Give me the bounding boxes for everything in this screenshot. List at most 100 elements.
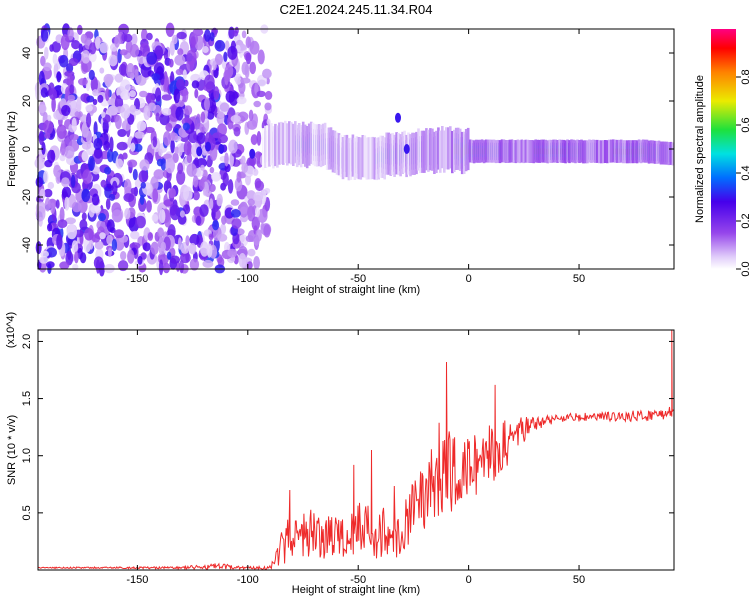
spectrogram-cell <box>35 176 43 188</box>
spectrogram-ridge-cell <box>286 123 289 166</box>
y-tick-label: -20 <box>21 189 33 205</box>
spectrogram-cell <box>134 68 139 81</box>
spectrogram-ridge-cell <box>415 131 418 175</box>
spectrogram-ridge-cell <box>437 127 440 170</box>
spectrogram-ridge-cell <box>371 136 375 180</box>
spectrogram-cell <box>189 258 200 271</box>
spectrogram-cell <box>151 213 159 222</box>
spectrogram-cell <box>135 215 146 229</box>
spectrogram-cell <box>88 240 94 250</box>
spectrogram-cell <box>139 194 145 205</box>
spectrogram-cell <box>209 198 214 210</box>
colorbar-tick-label: 0.8 <box>740 69 750 84</box>
spectrogram-cell <box>251 216 260 231</box>
spectrogram-ridge-cell <box>651 140 655 164</box>
spectrogram-cell <box>43 188 53 198</box>
spectrogram-ridge-cell <box>608 139 611 163</box>
spectrogram-cell <box>157 227 165 238</box>
spectrogram-cell <box>206 243 213 258</box>
spectrogram-cell <box>216 111 225 125</box>
spectrogram-panel: -150 -100 -50 0 50 -40 -20 0 20 40 Height of str… <box>6 22 675 296</box>
spectrogram-cell <box>43 170 49 184</box>
spectrogram-ridge-cell <box>574 140 577 164</box>
y-tick-label: 0.5 <box>21 505 33 520</box>
spectrogram-cell <box>231 218 242 229</box>
spectrogram-cell <box>192 175 199 188</box>
spectrogram-ridge-cell <box>411 132 414 175</box>
spectrogram-cell <box>92 98 98 106</box>
spectrogram-cell <box>111 238 118 252</box>
spectrogram-cell <box>129 242 141 250</box>
spectrogram-ridge-cell <box>504 140 508 163</box>
spectrogram-cell <box>86 130 93 145</box>
spectrogram-cell <box>183 186 193 202</box>
spectrogram-cell <box>173 88 180 104</box>
spectrogram-ridge-cell <box>447 127 450 170</box>
spectrogram-ridge-cell <box>439 130 442 173</box>
x-tick-label: -50 <box>350 273 366 285</box>
spectrogram-ridge-cell <box>423 130 426 173</box>
spectrogram-ridge-cell <box>451 131 454 174</box>
y-tick-label: 40 <box>21 47 33 59</box>
spectrogram-cell <box>88 69 95 81</box>
spectrogram-cell <box>44 46 49 60</box>
spectrogram-cell <box>134 131 145 139</box>
spectrogram-ridge-cell <box>337 133 341 176</box>
snr-x-label: Height of straight line (km) <box>292 584 420 596</box>
spectrogram-cell <box>139 159 150 171</box>
spectrogram-ridge-cell <box>294 121 297 164</box>
spectrogram-ridge-cell <box>307 123 311 166</box>
spectrogram-cell <box>118 63 127 76</box>
spectrogram-ridge-cell <box>397 132 400 176</box>
spectrogram-cell <box>106 219 115 233</box>
spectrogram-ridge-cell <box>516 139 520 163</box>
spectrogram-ridge-cell <box>443 130 446 173</box>
snr-y-ticks: 0.5 1.0 1.5 2.0 <box>21 334 674 521</box>
spectrogram-cell <box>249 61 256 75</box>
spectrogram-y-label: Frequency (Hz) <box>6 111 18 187</box>
spectrogram-cell <box>127 249 135 264</box>
colorbar: 0.0 0.2 0.4 0.6 0.8 Normalized spectral ampl… <box>694 29 750 277</box>
spectrogram-cell <box>114 73 124 83</box>
spectrogram-cell <box>60 34 70 51</box>
spectrogram-ridge-cell <box>530 140 534 163</box>
spectrogram-ridge-cell <box>550 139 553 163</box>
spectrogram-ridge-cell <box>321 123 325 166</box>
spectrogram-cell <box>146 92 155 106</box>
spectrogram-ridge-cell <box>532 140 536 164</box>
spectrogram-ridge-cell <box>576 139 579 163</box>
spectrogram-ridge-cell <box>592 139 595 163</box>
spectrogram-cell <box>200 111 206 123</box>
spectrogram-ridge-cell <box>586 140 589 164</box>
spectrogram-ridge-cell <box>268 124 271 167</box>
spectrogram-ridge-cell <box>510 139 514 163</box>
spectrogram-cell <box>190 36 196 49</box>
spectrogram-cell <box>57 219 68 229</box>
spectrogram-cell <box>262 68 272 79</box>
spectrogram-ridge-cell <box>645 139 649 163</box>
spectrogram-cell <box>43 62 52 72</box>
spectrogram-ridge-cell <box>540 139 543 163</box>
spectrogram-cell <box>40 87 48 98</box>
spectrogram-cell <box>130 230 140 240</box>
spectrogram-ridge-cell <box>621 140 625 164</box>
spectrogram-ridge-cell <box>508 139 512 163</box>
spectrogram-cell <box>161 108 173 116</box>
spectrogram-cell <box>59 154 66 162</box>
spectrogram-cell <box>236 171 242 183</box>
spectrogram-ridge-cell <box>419 130 422 173</box>
spectrogram-cell <box>141 28 148 42</box>
spectrogram-ridge-cell <box>305 126 309 169</box>
spectrogram-cell <box>46 261 55 269</box>
spectrogram-cell <box>211 172 222 182</box>
spectrogram-cell <box>133 143 143 152</box>
spectrogram-ridge-cell <box>315 124 319 167</box>
spectrogram-ridge-cell <box>496 139 500 163</box>
spectrogram-cell <box>240 77 251 84</box>
spectrogram-ridge-cell <box>282 122 285 165</box>
spectrogram-cell <box>47 223 53 232</box>
spectrogram-ridge-cell <box>311 122 315 165</box>
spectrogram-cell <box>244 63 250 79</box>
spectrogram-cell <box>93 147 103 159</box>
spectrogram-ridge-cell <box>627 140 631 164</box>
